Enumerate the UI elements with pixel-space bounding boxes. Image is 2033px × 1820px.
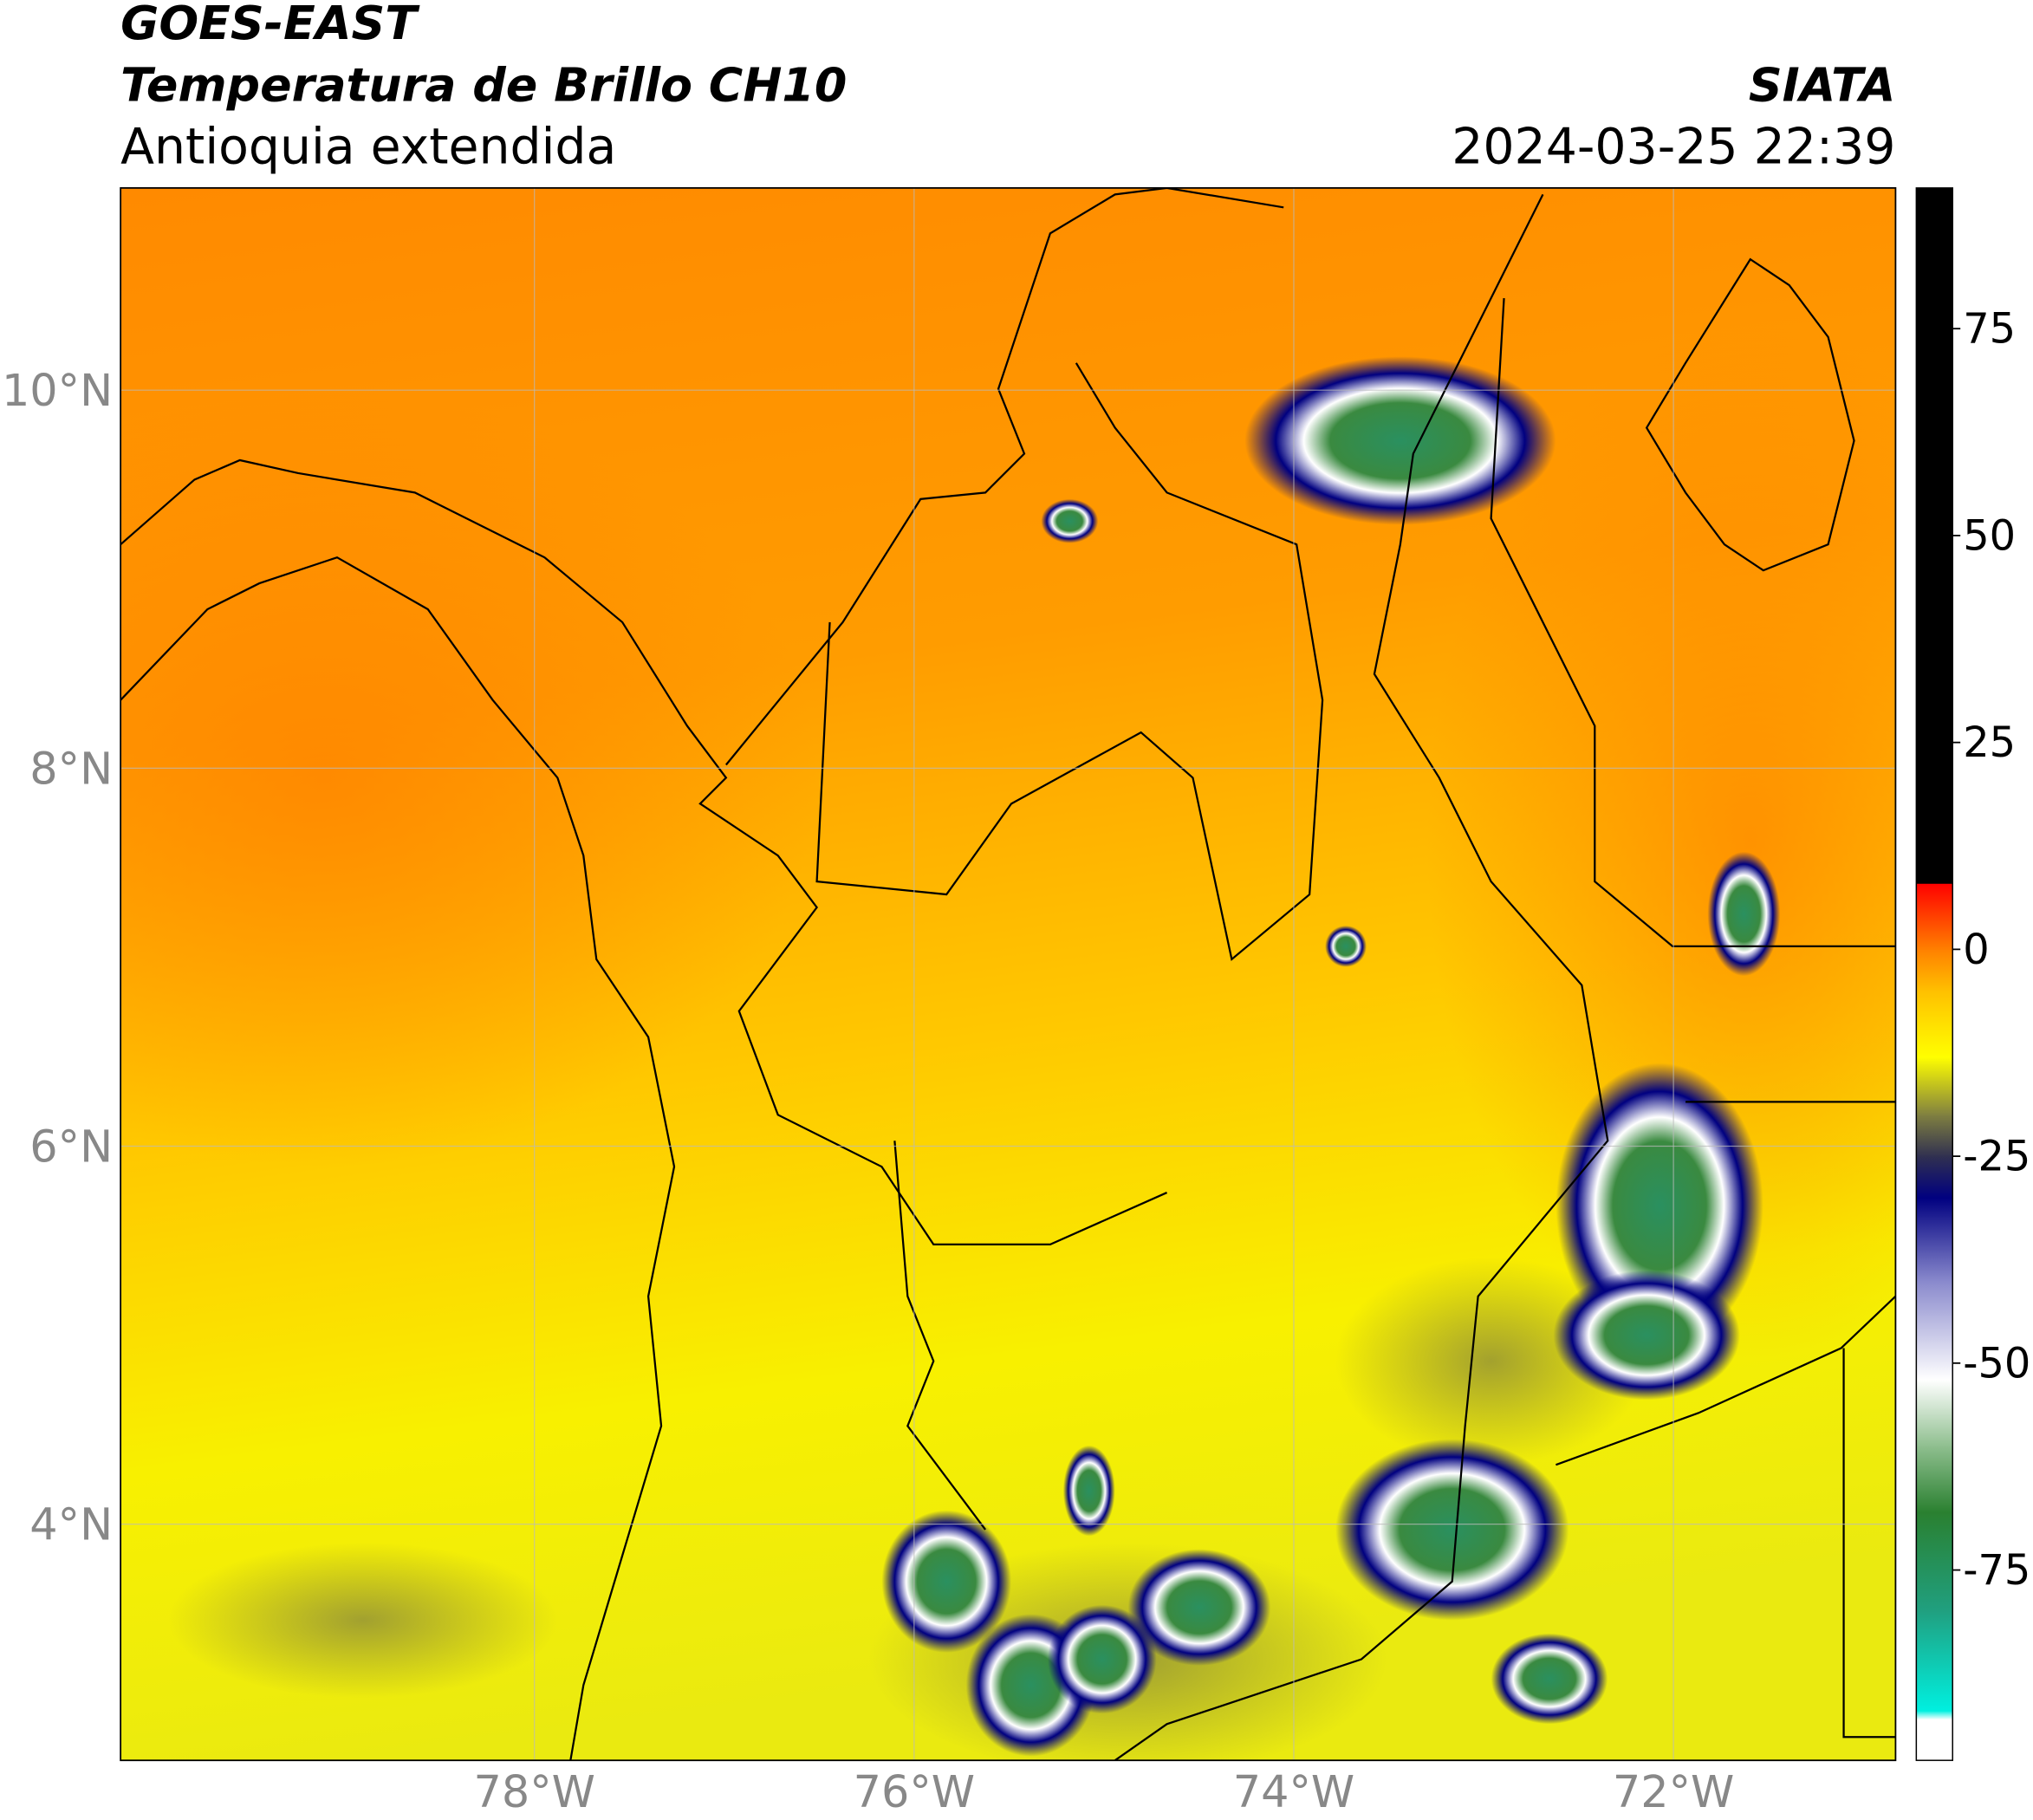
colorbar-segment [1916,1280,1953,1381]
coastline [1645,257,1855,572]
lon-tick-label: 72°W [1613,1766,1734,1817]
colorbar-tick-label: 0 [1963,926,1989,974]
lon-tick-label: 76°W [854,1766,975,1817]
colorbar-tick-label: 25 [1963,719,2016,767]
lon-tick-label: 78°W [473,1766,594,1817]
storm [1047,1604,1157,1714]
coastline [724,187,1284,766]
storm [1491,1633,1608,1725]
colorbar-segment [1916,949,1953,991]
boundary [1556,1295,1896,1466]
storm [1553,1270,1740,1401]
colorbar-tick-label: -75 [1963,1547,2030,1595]
subtitle: Temperatura de Brillo CH10 [120,58,847,113]
storm [1127,1549,1271,1667]
region: Antioquia extendida [120,118,616,175]
haze [168,1542,558,1699]
datetime: 2024-03-25 22:39 [1452,118,1895,175]
lon-tick-label: 74°W [1233,1766,1354,1817]
lat-tick-label: 6°N [29,1121,113,1172]
storm [1325,925,1367,967]
title: GOES-EAST [120,0,420,50]
colorbar: 75 50 25 0 -25 -50 -75 [1915,187,2030,1761]
colorbar-segment [1916,1511,1953,1613]
colorbar-tick-label: -50 [1963,1340,2030,1388]
colorbar-segment [1916,1446,1953,1513]
storm [1041,498,1099,543]
storm [1335,1439,1569,1621]
map-frame [120,186,1897,1762]
axis-labels: 78°W 76°W 74°W 72°W 10°N 8°N 6°N 4°N [2,365,1734,1817]
colorbar-segment [1916,1611,1953,1712]
colorbar-segment [1916,1156,1953,1199]
boundary [1490,297,1896,948]
colorbar-tick-label: -25 [1963,1134,2030,1181]
boundary [893,1141,986,1531]
coastline [120,556,676,1761]
colorbar-segment [1916,187,1953,884]
colorbar-segment [1916,1719,1953,1761]
storm [1244,356,1556,525]
lat-tick-label: 4°N [29,1499,113,1550]
lat-tick-label: 8°N [29,743,113,794]
colorbar-segment [1916,1710,1953,1720]
graticule [120,187,1896,1761]
map [120,187,1896,1761]
boundary [1114,193,1609,1761]
coastline [120,458,1168,1246]
boundary [815,362,1324,961]
colorbar-segment [1916,1197,1953,1282]
borders [120,187,1896,1761]
colorbar-tick-label: 50 [1963,512,2016,560]
colorbar-segment [1916,991,1953,1058]
colorbar-segment [1916,882,1953,951]
colorbar-tick-label: 75 [1963,306,2016,354]
lat-tick-label: 10°N [2,365,113,416]
storm [1062,1445,1115,1537]
source: SIATA [1749,58,1896,113]
boundary [1842,1348,1896,1739]
colorbar-frame [1915,187,1953,1761]
colorbar-segment [1916,1379,1953,1447]
colorbar-segment [1916,1056,1953,1116]
storm [1707,851,1781,977]
colorbar-segment [1916,1115,1953,1157]
warm-area [120,388,817,1167]
